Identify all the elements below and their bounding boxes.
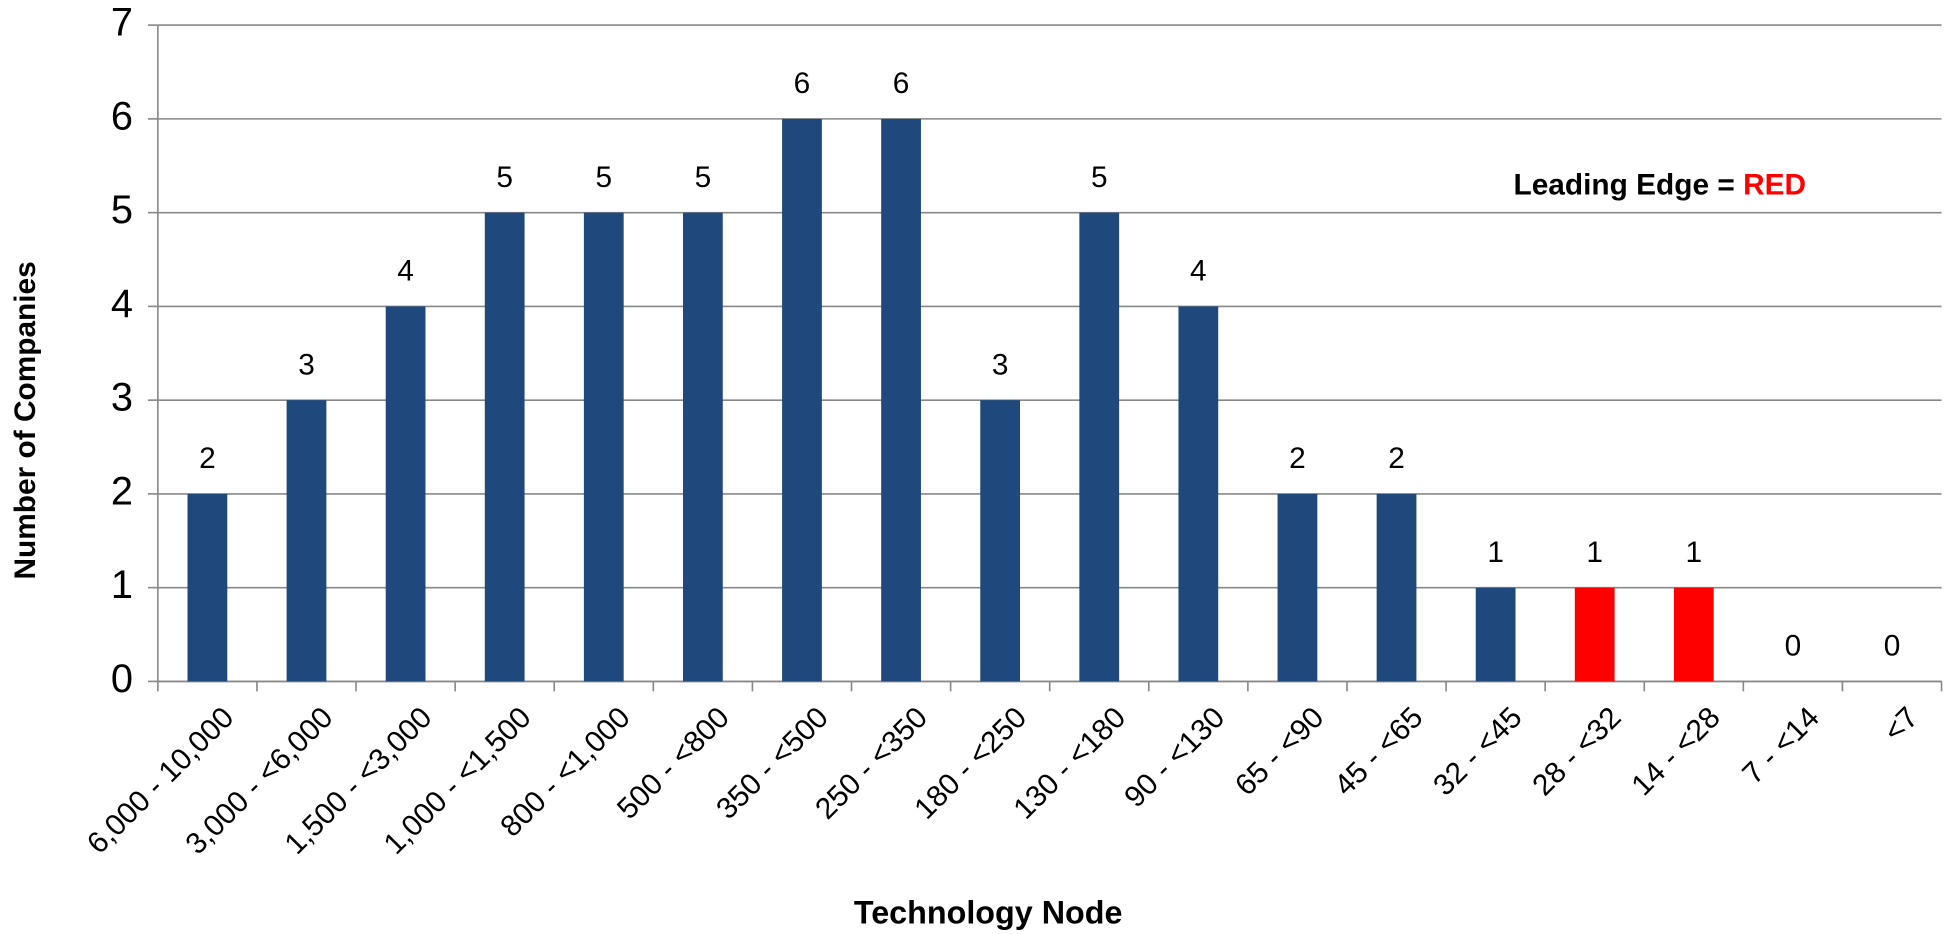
bar [1079, 212, 1120, 682]
bar [682, 212, 723, 682]
x-tick-label: 28 - <32 [1526, 701, 1627, 802]
data-label: 0 [1785, 630, 1802, 663]
data-label: 4 [1190, 255, 1207, 288]
data-label: 1 [1487, 536, 1504, 569]
x-axis-title: Technology Node [854, 895, 1123, 931]
y-tick-label: 3 [111, 376, 133, 420]
bar [980, 400, 1021, 682]
data-label: 6 [794, 67, 811, 100]
bar [1574, 587, 1615, 682]
bar [385, 306, 426, 682]
bar [484, 212, 525, 682]
bar [1277, 493, 1318, 682]
bar [187, 493, 228, 682]
x-tick-label: 45 - <65 [1328, 701, 1429, 802]
data-label: 4 [397, 255, 414, 288]
x-tick-label: <7 [1878, 701, 1925, 748]
data-label: 3 [298, 348, 315, 381]
bar [1673, 587, 1714, 682]
data-label: 5 [695, 161, 712, 194]
data-label: 5 [1091, 161, 1108, 194]
data-label: 2 [1289, 442, 1306, 475]
annotation-highlight: RED [1743, 169, 1806, 202]
data-label: 2 [1388, 442, 1405, 475]
data-label: 2 [199, 442, 216, 475]
data-label: 5 [496, 161, 513, 194]
y-tick-label: 1 [111, 563, 133, 607]
y-axis-title: Number of Companies [9, 261, 42, 579]
data-label: 3 [992, 348, 1009, 381]
bar [1475, 587, 1516, 682]
data-label: 5 [595, 161, 612, 194]
data-label: 1 [1586, 536, 1603, 569]
x-tick-label: 14 - <28 [1625, 701, 1726, 802]
annotation-text: Leading Edge = [1514, 169, 1744, 202]
data-label: 1 [1686, 536, 1703, 569]
bar [1178, 306, 1219, 682]
data-label: 6 [893, 67, 910, 100]
y-tick-label: 7 [111, 1, 133, 45]
y-tick-label: 2 [111, 469, 133, 513]
y-tick-label: 4 [111, 282, 133, 326]
x-tick-label: 32 - <45 [1427, 701, 1528, 802]
bar [583, 212, 624, 682]
x-tick-label: 90 - <130 [1118, 701, 1231, 814]
y-tick-label: 5 [111, 188, 133, 232]
bar [1376, 493, 1417, 682]
y-tick-label: 0 [111, 657, 133, 701]
x-tick-label: 65 - <90 [1229, 701, 1330, 802]
x-tick-label: 7 - <14 [1736, 701, 1826, 791]
y-tick-label: 6 [111, 94, 133, 138]
annotation: Leading Edge = RED [1514, 169, 1807, 202]
bar [782, 118, 822, 682]
bar [881, 118, 921, 682]
bar [286, 400, 327, 682]
data-label: 0 [1884, 630, 1901, 663]
